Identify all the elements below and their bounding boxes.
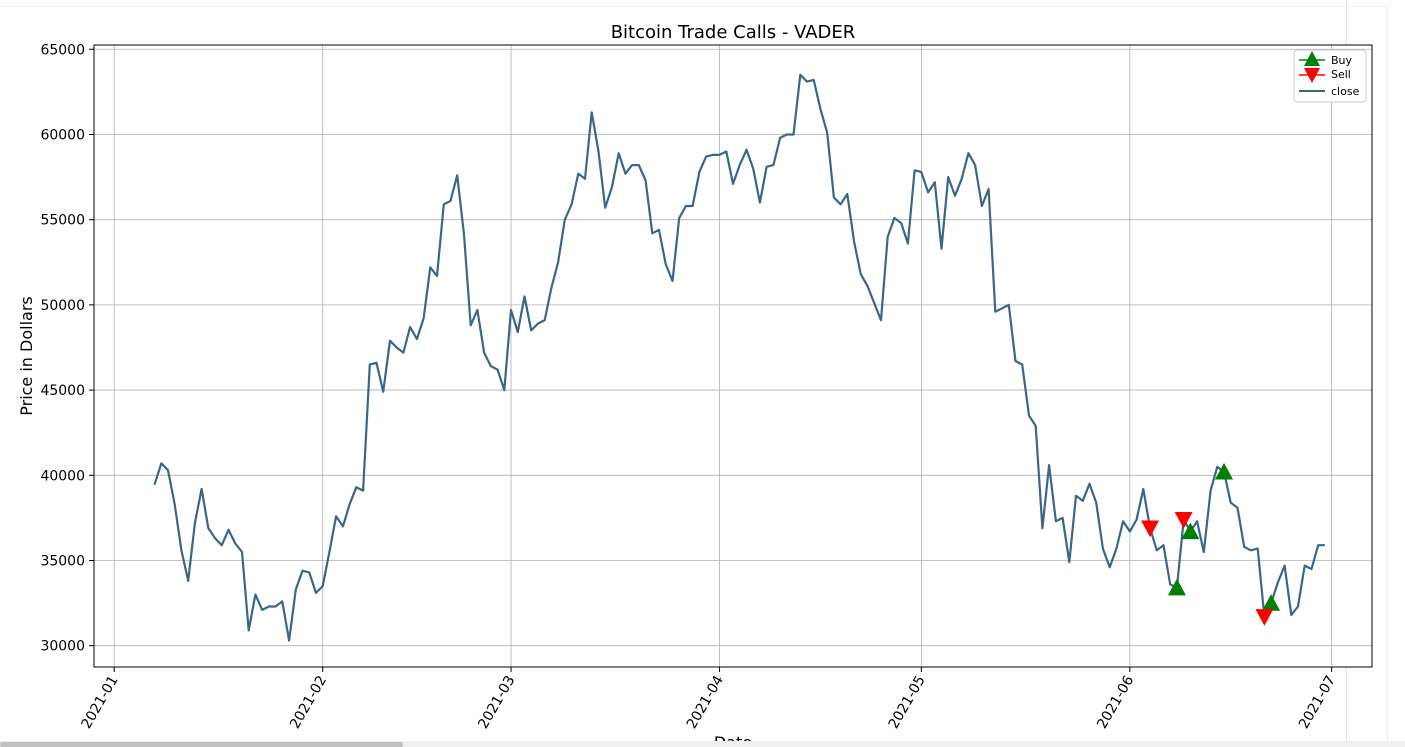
y-tick-label: 65000	[40, 42, 85, 58]
grid	[94, 45, 1372, 667]
y-tick-label: 55000	[40, 213, 85, 229]
y-tick-label: 60000	[40, 127, 85, 143]
sell-marker	[1174, 511, 1193, 529]
notebook-frame-top	[0, 6, 1388, 7]
y-axis-label: Price in Dollars	[17, 296, 36, 416]
y-tick-label: 50000	[40, 298, 85, 314]
sell-marker	[1255, 609, 1274, 626]
x-tick-label: 2021-03	[475, 673, 518, 732]
signal-markers	[1141, 462, 1281, 626]
y-tick-label: 35000	[40, 553, 85, 569]
y-tick-label: 45000	[40, 383, 85, 399]
x-tick-label: 2021-04	[684, 673, 727, 732]
horizontal-scrollbar[interactable]	[0, 741, 1405, 747]
buy-marker	[1181, 522, 1200, 540]
notebook-frame-right	[1387, 6, 1388, 747]
x-tick-label: 2021-07	[1296, 673, 1339, 732]
y-tick-label: 40000	[40, 468, 85, 484]
legend-sell-label: Sell	[1331, 68, 1351, 81]
buy-marker	[1167, 578, 1186, 596]
horizontal-scrollbar-thumb[interactable]	[0, 742, 403, 747]
legend-buy-label: Buy	[1331, 54, 1353, 67]
x-tick-label: 2021-02	[287, 673, 330, 732]
plot-frame	[93, 44, 1373, 668]
y-tick-label: 30000	[40, 639, 85, 655]
buy-marker	[1262, 594, 1281, 611]
buy-marker	[1215, 462, 1234, 480]
close-price-line	[153, 73, 1325, 642]
legend-close-label: close	[1331, 85, 1360, 98]
x-tick-label: 2021-01	[79, 673, 122, 732]
x-tick-label: 2021-06	[1094, 673, 1137, 732]
legend-sell-triangle-icon	[1304, 68, 1320, 83]
sell-marker	[1141, 520, 1160, 538]
chart-title: Bitcoin Trade Calls - VADER	[611, 22, 856, 43]
x-tick-label: 2021-05	[886, 673, 929, 732]
legend-buy-triangle-icon	[1304, 51, 1320, 66]
plot-area	[94, 45, 1372, 667]
legend: Buy Sell close	[1293, 49, 1367, 103]
series-layer	[153, 73, 1325, 642]
